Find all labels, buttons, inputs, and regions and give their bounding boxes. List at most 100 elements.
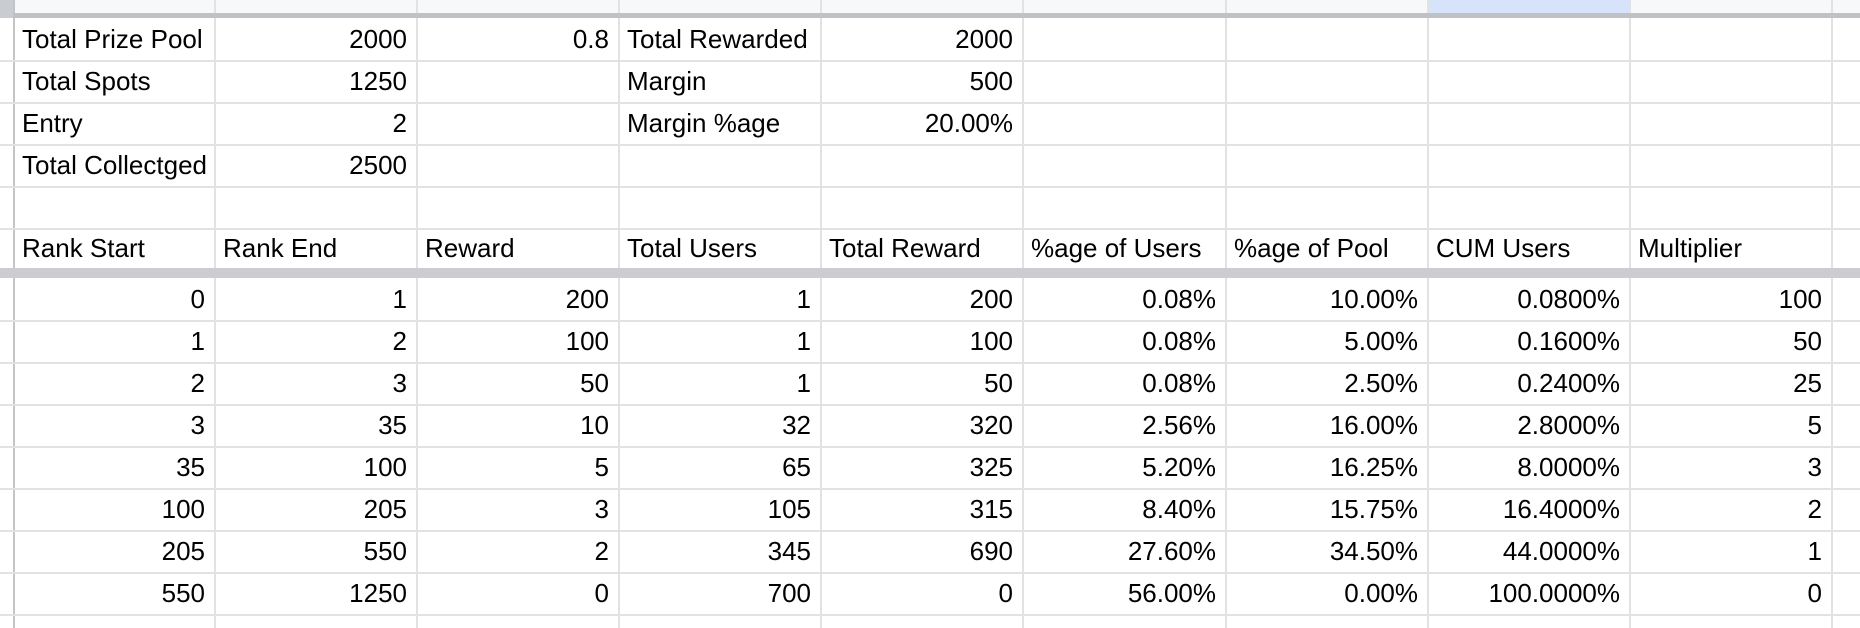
data-cell[interactable]: 100.0000% [1488, 578, 1620, 608]
data-cell[interactable]: 1250 [349, 578, 407, 608]
data-cell[interactable]: 0.08% [1142, 368, 1216, 398]
summary-label-cell[interactable]: Entry [22, 108, 83, 138]
row-header-cell[interactable] [0, 102, 13, 144]
table-header-cell[interactable]: Total Reward [829, 233, 981, 263]
table-header-cell[interactable]: Reward [425, 233, 515, 263]
data-cell[interactable]: 27.60% [1127, 536, 1216, 566]
data-cell[interactable]: 5.00% [1344, 326, 1418, 356]
data-cell[interactable]: 100 [363, 452, 407, 482]
summary-value-cell[interactable]: 20.00% [924, 108, 1013, 138]
summary-label-cell[interactable]: Total Collectged [22, 150, 207, 180]
data-cell[interactable]: 56.00% [1127, 578, 1216, 608]
data-cell[interactable]: 2 [594, 536, 609, 566]
data-cell[interactable]: 0.00% [1344, 578, 1418, 608]
data-cell[interactable]: 320 [969, 410, 1013, 440]
row-header-cell[interactable] [0, 18, 13, 60]
row-header-cell[interactable] [0, 320, 13, 362]
data-cell[interactable]: 0 [998, 578, 1013, 608]
data-cell[interactable]: 325 [969, 452, 1013, 482]
row-header-cell[interactable] [0, 488, 13, 530]
data-cell[interactable]: 5.20% [1142, 452, 1216, 482]
data-cell[interactable]: 10.00% [1329, 284, 1418, 314]
summary-value-cell[interactable]: 2000 [955, 24, 1013, 54]
table-header-cell[interactable]: CUM Users [1436, 233, 1571, 263]
data-cell[interactable]: 16.4000% [1502, 494, 1620, 524]
data-cell[interactable]: 3 [392, 368, 407, 398]
row-header-cell[interactable] [0, 362, 13, 404]
data-cell[interactable]: 25 [1793, 368, 1822, 398]
row-header-cell[interactable] [0, 144, 13, 186]
data-cell[interactable]: 315 [969, 494, 1013, 524]
data-cell[interactable]: 5 [1807, 410, 1822, 440]
data-cell[interactable]: 5 [594, 452, 609, 482]
data-cell[interactable]: 100 [1778, 284, 1822, 314]
data-cell[interactable]: 1 [796, 368, 811, 398]
data-cell[interactable]: 1 [796, 284, 811, 314]
row-header-cell[interactable] [0, 60, 13, 102]
data-cell[interactable]: 16.00% [1329, 410, 1418, 440]
data-cell[interactable]: 1 [1807, 536, 1822, 566]
row-header-cell[interactable] [0, 278, 13, 320]
data-cell[interactable]: 1 [392, 284, 407, 314]
data-cell[interactable]: 50 [580, 368, 609, 398]
data-cell[interactable]: 35 [378, 410, 407, 440]
data-cell[interactable]: 100 [161, 494, 205, 524]
column-header-cell[interactable] [618, 0, 820, 13]
column-header-cell[interactable] [416, 0, 618, 13]
data-cell[interactable]: 35 [176, 452, 205, 482]
summary-label-cell[interactable]: Total Spots [22, 66, 151, 96]
data-cell[interactable]: 8.0000% [1517, 452, 1620, 482]
data-cell[interactable]: 0 [594, 578, 609, 608]
row-header-cell[interactable] [0, 572, 13, 614]
data-cell[interactable]: 34.50% [1329, 536, 1418, 566]
data-cell[interactable]: 700 [767, 578, 811, 608]
column-header-cell[interactable] [214, 0, 416, 13]
column-header-cell[interactable] [1629, 0, 1831, 13]
table-header-cell[interactable]: Rank End [223, 233, 338, 263]
data-cell[interactable]: 0.08% [1142, 326, 1216, 356]
data-cell[interactable]: 3 [1807, 452, 1822, 482]
data-cell[interactable]: 3 [190, 410, 205, 440]
data-cell[interactable]: 50 [984, 368, 1013, 398]
column-header-cell[interactable] [1022, 0, 1225, 13]
column-header-cell[interactable] [1225, 0, 1427, 13]
data-cell[interactable]: 65 [782, 452, 811, 482]
table-header-cell[interactable]: Total Users [627, 233, 758, 263]
row-header-cell[interactable] [0, 228, 13, 278]
data-cell[interactable]: 2.56% [1142, 410, 1216, 440]
data-cell[interactable]: 15.75% [1329, 494, 1418, 524]
column-header-cell[interactable] [13, 0, 214, 13]
data-cell[interactable]: 200 [969, 284, 1013, 314]
data-cell[interactable]: 0.08% [1142, 284, 1216, 314]
data-cell[interactable]: 44.0000% [1502, 536, 1620, 566]
row-header-cell[interactable] [0, 186, 13, 228]
data-cell[interactable]: 2 [190, 368, 205, 398]
summary-aux-cell[interactable]: 0.8 [572, 24, 609, 54]
summary-value-cell[interactable]: 2 [392, 108, 407, 138]
data-cell[interactable]: 10 [580, 410, 609, 440]
data-cell[interactable]: 345 [767, 536, 811, 566]
row-header-cell[interactable] [0, 446, 13, 488]
data-cell[interactable]: 1 [796, 326, 811, 356]
summary-label-cell[interactable]: Margin [627, 66, 707, 96]
row-header-cell[interactable] [0, 404, 13, 446]
data-cell[interactable]: 32 [782, 410, 811, 440]
summary-value-cell[interactable]: 2500 [349, 150, 407, 180]
data-cell[interactable]: 205 [161, 536, 205, 566]
data-cell[interactable]: 205 [363, 494, 407, 524]
summary-value-cell[interactable]: 1250 [349, 66, 407, 96]
data-cell[interactable]: 0.2400% [1517, 368, 1620, 398]
data-cell[interactable]: 2 [1807, 494, 1822, 524]
data-cell[interactable]: 2.8000% [1517, 410, 1620, 440]
data-cell[interactable]: 50 [1793, 326, 1822, 356]
table-header-cell[interactable]: Rank Start [22, 233, 145, 263]
column-header-cell[interactable] [1831, 0, 1860, 13]
data-cell[interactable]: 8.40% [1142, 494, 1216, 524]
data-cell[interactable]: 550 [363, 536, 407, 566]
data-cell[interactable]: 100 [565, 326, 609, 356]
column-header-cell[interactable] [1427, 0, 1629, 13]
table-header-cell[interactable]: %age of Users [1031, 233, 1202, 263]
data-cell[interactable]: 0.0800% [1517, 284, 1620, 314]
data-cell[interactable]: 105 [767, 494, 811, 524]
table-header-cell[interactable]: Multiplier [1638, 233, 1743, 263]
